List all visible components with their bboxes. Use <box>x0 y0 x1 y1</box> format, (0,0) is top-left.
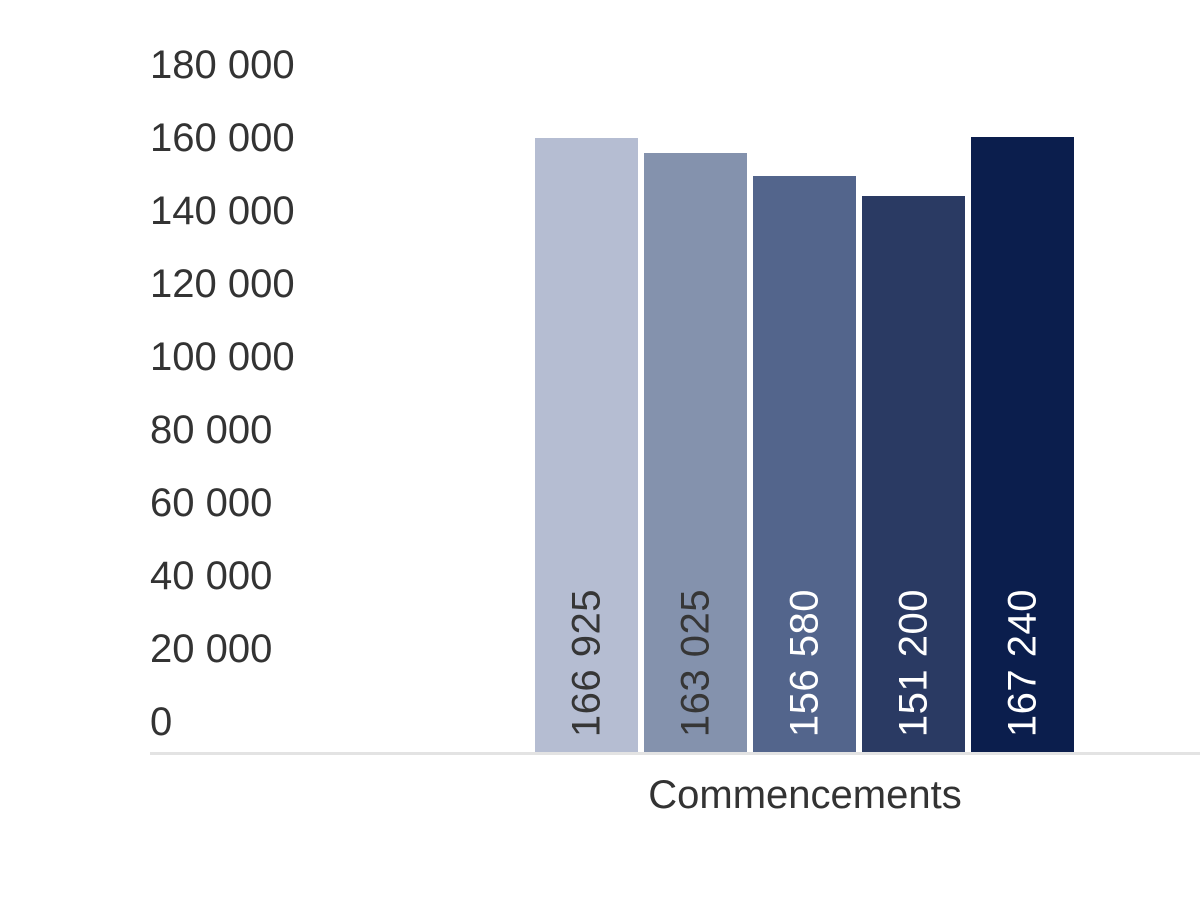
y-tick-label: 0 <box>150 700 173 744</box>
bar: 167 240 <box>971 137 1074 754</box>
bar: 151 200 <box>862 196 965 754</box>
x-axis-label: Commencements <box>648 773 962 817</box>
y-tick-label: 60 000 <box>150 481 273 525</box>
bar: 166 925 <box>535 138 638 754</box>
bar-value-label: 151 200 <box>891 588 935 737</box>
y-tick-label: 120 000 <box>150 262 295 306</box>
bar-value-label: 156 580 <box>782 588 826 737</box>
bar: 163 025 <box>644 153 747 754</box>
bar-value-label: 167 240 <box>1000 588 1044 737</box>
y-tick-label: 140 000 <box>150 189 295 233</box>
bar-value-label: 163 025 <box>673 588 717 737</box>
bar-value-label: 166 925 <box>564 588 608 737</box>
y-tick-label: 80 000 <box>150 408 273 452</box>
y-tick-label: 100 000 <box>150 335 295 379</box>
x-axis-line <box>150 752 1200 755</box>
y-tick-label: 180 000 <box>150 43 295 87</box>
y-tick-label: 20 000 <box>150 627 273 671</box>
bar: 156 580 <box>753 176 856 754</box>
y-tick-label: 160 000 <box>150 116 295 160</box>
y-tick-label: 40 000 <box>150 554 273 598</box>
